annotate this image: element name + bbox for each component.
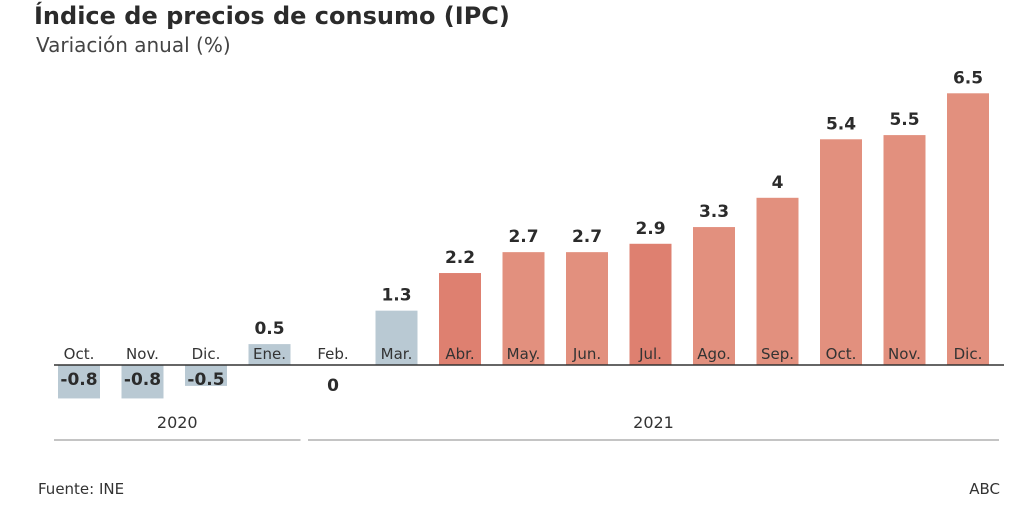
category-label: Jun. <box>572 345 601 363</box>
value-label: 6.5 <box>953 68 983 88</box>
chart-subtitle: Variación anual (%) <box>36 33 231 57</box>
bar-dic-2021 <box>947 93 989 366</box>
bar-jul-2021 <box>629 243 672 365</box>
value-label: 2.7 <box>508 227 538 247</box>
category-label: Nov. <box>126 345 159 363</box>
bar-oct-2020 <box>58 365 100 399</box>
value-label: 0 <box>327 376 339 396</box>
value-label: -0.8 <box>124 370 161 390</box>
chart-title: Índice de precios de consumo (IPC) <box>34 2 510 30</box>
bar-ago-2021 <box>693 227 735 365</box>
category-label: Jul. <box>638 345 662 363</box>
bar-sep-2021 <box>756 197 799 365</box>
bar-abr-2021 <box>439 273 481 365</box>
source-note: Fuente: INE <box>38 480 125 498</box>
bar-mar-2021 <box>375 310 418 365</box>
category-label: Oct. <box>64 345 95 363</box>
category-label: Ago. <box>697 345 730 363</box>
category-label: Ene. <box>253 345 286 363</box>
bar-jun-2021 <box>566 252 608 365</box>
category-label: May. <box>507 345 541 363</box>
category-label: Nov. <box>888 345 921 363</box>
value-label: 4 <box>772 173 784 193</box>
bar-dic-2020 <box>185 365 227 386</box>
bar-nov-2020 <box>121 365 164 399</box>
bar-ene-2021 <box>248 344 291 365</box>
category-label: Oct. <box>826 345 857 363</box>
category-label: Abr. <box>445 345 474 363</box>
value-label: 5.4 <box>826 114 856 134</box>
year-label-2021: 2021 <box>633 413 674 432</box>
value-label: 3.3 <box>699 202 729 222</box>
value-label: 2.9 <box>635 219 665 239</box>
value-label: 1.3 <box>381 286 411 306</box>
value-label: 0.5 <box>254 319 284 339</box>
category-label: Sep. <box>761 345 794 363</box>
bar-nov-2021 <box>883 135 926 365</box>
category-label: Feb. <box>317 345 348 363</box>
category-label: Dic. <box>192 345 221 363</box>
value-label: 2.7 <box>572 227 602 247</box>
category-label: Mar. <box>381 345 413 363</box>
value-label: -0.5 <box>187 370 224 390</box>
value-label: -0.8 <box>60 370 97 390</box>
year-label-2020: 2020 <box>157 413 198 432</box>
bar-oct-2021 <box>820 139 862 365</box>
publisher-brand: ABC <box>969 480 1000 498</box>
value-label: 2.2 <box>445 248 475 268</box>
category-label: Dic. <box>954 345 983 363</box>
bar-may-2021 <box>502 252 545 365</box>
value-label: 5.5 <box>889 110 919 130</box>
